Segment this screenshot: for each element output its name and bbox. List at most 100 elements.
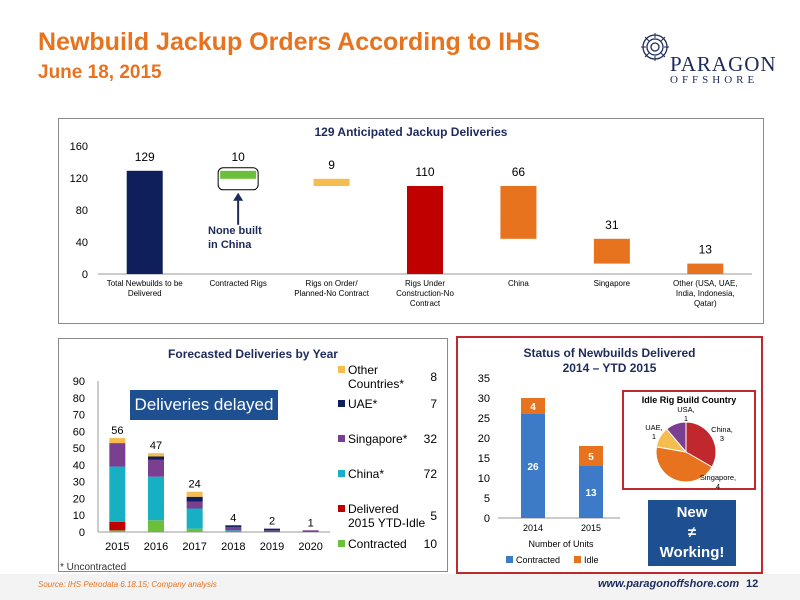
x-tick-label: 2015 — [105, 541, 129, 553]
pie-label: Singapore, — [700, 473, 736, 482]
y-tick-label: 50 — [73, 443, 85, 455]
logo-subtitle: OFFSHORE — [670, 74, 759, 86]
y-tick-label: 35 — [478, 373, 490, 385]
category-label: Qatar) — [694, 299, 717, 308]
page-title: Newbuild Jackup Orders According to IHS — [38, 28, 540, 56]
y-tick-label: 30 — [478, 393, 490, 405]
category-label: Rigs Under — [405, 279, 445, 288]
pie-label: China, — [711, 425, 733, 434]
stack-segment — [148, 456, 164, 460]
category-label: Contracted Rigs — [209, 279, 266, 288]
bar — [313, 178, 350, 186]
legend-label: Delivered — [348, 502, 399, 516]
stack-segment — [109, 466, 126, 522]
stack-segment — [186, 508, 203, 529]
y-tick-label: 120 — [70, 173, 88, 185]
y-tick-label: 15 — [478, 453, 490, 465]
none-built-annotation: None built in China — [208, 225, 262, 251]
page-date: June 18, 2015 — [38, 62, 162, 83]
bar — [407, 186, 443, 274]
bar — [500, 186, 537, 239]
stack-segment — [148, 476, 164, 521]
legend-label: Singapore* — [348, 432, 408, 446]
legend-swatch — [338, 400, 345, 407]
legend-label: UAE* — [348, 397, 378, 411]
chart-title: Forecasted Deliveries by Year — [168, 347, 338, 361]
category-label: Total Newbuilds to be — [107, 279, 184, 288]
y-tick-label: 40 — [73, 460, 85, 472]
category-label: Contract — [410, 299, 441, 308]
legend-label: Other — [348, 363, 378, 377]
source-note: Source: IHS Petrodata 6.18.15; Company a… — [38, 580, 217, 589]
y-tick-label: 0 — [484, 513, 490, 525]
x-axis-title: Number of Units — [528, 539, 594, 549]
legend-label: Contracted — [348, 537, 407, 551]
category-label: Other (USA, UAE, — [673, 279, 737, 288]
arrow-head-icon — [233, 192, 244, 201]
stack-segment — [264, 530, 280, 532]
x-tick-label: 2014 — [523, 523, 543, 533]
pie-label: 3 — [720, 434, 724, 443]
bar — [687, 263, 724, 274]
legend-label: 2015 YTD-Idle — [348, 516, 425, 530]
pie-label: 4 — [716, 482, 720, 491]
stack-segment — [186, 496, 203, 502]
pie-label: UAE, — [645, 423, 663, 432]
data-label: 10 — [231, 150, 245, 164]
stack-segment — [302, 530, 319, 532]
data-label: 13 — [699, 243, 713, 257]
new-not-working-callout: New ≠ Working! — [648, 500, 736, 566]
legend-swatch — [338, 366, 345, 373]
x-tick-label: 2019 — [260, 541, 284, 553]
y-tick-label: 20 — [478, 433, 490, 445]
total-label: 56 — [111, 425, 123, 437]
stack-segment — [109, 521, 126, 531]
category-label: India, Indonesia, — [676, 289, 735, 298]
pie-label: USA, — [677, 405, 695, 414]
deliveries-delayed-callout: Deliveries delayed — [130, 390, 278, 420]
data-label: 26 — [527, 462, 539, 473]
total-label: 2 — [269, 516, 275, 528]
legend-label: Idle — [584, 555, 599, 565]
data-label: 9 — [328, 158, 335, 172]
category-label: China — [508, 279, 529, 288]
legend-total: 10 — [424, 537, 438, 551]
stack-segment — [186, 491, 203, 497]
x-tick-label: 2015 — [581, 523, 601, 533]
y-tick-label: 10 — [73, 510, 85, 522]
data-label: 31 — [605, 218, 619, 232]
website-link[interactable]: www.paragonoffshore.com — [598, 578, 740, 590]
x-tick-label: 2017 — [182, 541, 206, 553]
bar — [593, 238, 630, 264]
legend-total: 7 — [430, 397, 437, 411]
stack-segment — [109, 530, 126, 532]
stack-segment — [109, 443, 126, 467]
category-label: Delivered — [128, 289, 162, 298]
stack-segment — [148, 520, 164, 532]
pie-label: 1 — [684, 414, 688, 423]
stack-segment — [579, 466, 603, 518]
legend-swatch — [338, 435, 345, 442]
page-number: 12 — [746, 578, 759, 590]
data-label: 129 — [135, 150, 155, 164]
stack-segment — [264, 528, 280, 531]
legend-swatch — [338, 540, 345, 547]
y-tick-label: 25 — [478, 413, 490, 425]
total-label: 1 — [308, 517, 314, 529]
category-label: Rigs on Order/ — [306, 279, 359, 288]
data-label: 5 — [588, 452, 594, 463]
bar — [220, 170, 257, 179]
legend-label: Countries* — [348, 377, 404, 391]
stack-segment — [186, 501, 203, 509]
highlight-box — [217, 167, 259, 191]
chart-title: 129 Anticipated Jackup Deliveries — [314, 125, 508, 139]
legend-swatch — [506, 556, 513, 563]
legend-swatch — [338, 470, 345, 477]
y-tick-label: 5 — [484, 493, 490, 505]
category-label: Construction-No — [396, 289, 454, 298]
y-tick-label: 90 — [73, 376, 85, 388]
stack-segment — [148, 453, 164, 457]
total-label: 4 — [230, 512, 236, 524]
logo-name: PARAGON — [670, 52, 777, 76]
stack-segment — [225, 526, 242, 531]
